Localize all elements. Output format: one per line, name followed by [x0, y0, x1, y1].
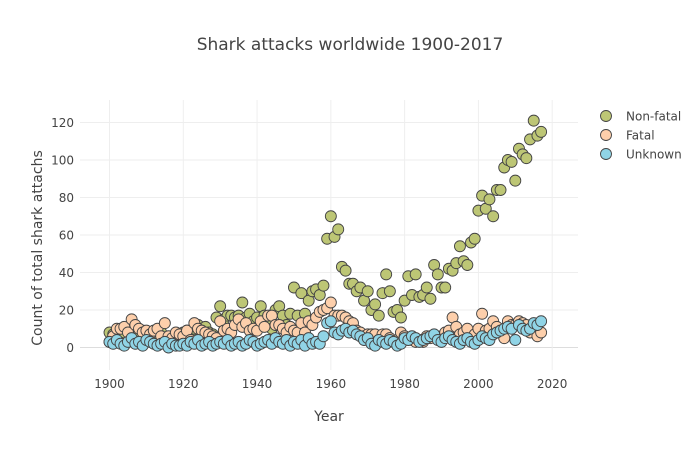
data-point-non-fatal[interactable]	[372, 309, 385, 322]
data-point-non-fatal[interactable]	[461, 259, 474, 271]
legend-label: Unknown	[626, 148, 682, 162]
legend-label: Fatal	[626, 129, 655, 143]
x-tick-label: 2020	[537, 377, 568, 391]
x-tick-label: 2000	[463, 377, 494, 391]
data-points	[103, 114, 548, 354]
legend-item-non-fatal[interactable]: Non-fatal	[600, 110, 682, 124]
x-tick-label: 1980	[389, 377, 420, 391]
data-point-fatal[interactable]	[258, 320, 271, 333]
y-axis-label: Count of total shark attachs	[30, 150, 46, 346]
data-point-non-fatal[interactable]	[468, 232, 481, 245]
data-point-non-fatal[interactable]	[339, 264, 352, 277]
legend-item-fatal[interactable]: Fatal	[600, 129, 655, 143]
legend[interactable]: Non-fatal Fatal Unknown	[600, 110, 682, 162]
x-axis-label: Year	[313, 409, 344, 425]
y-tick-label: 100	[51, 154, 74, 168]
data-point-non-fatal[interactable]	[505, 155, 518, 168]
x-tick-label: 1940	[242, 377, 273, 391]
y-tick-label: 80	[59, 191, 74, 205]
y-tick-labels: 0 20 40 60 80 100 120	[51, 116, 74, 355]
x-tick-label: 1920	[168, 377, 199, 391]
y-tick-label: 20	[59, 304, 74, 318]
x-tick-labels: 1900 1920 1940 1960 1980 2000 2020	[94, 377, 567, 391]
data-point-non-fatal[interactable]	[317, 279, 330, 292]
y-tick-label: 120	[51, 116, 74, 130]
data-point-non-fatal[interactable]	[527, 114, 540, 127]
legend-label: Non-fatal	[626, 110, 681, 124]
data-point-non-fatal[interactable]	[236, 296, 249, 309]
data-point-non-fatal[interactable]	[369, 298, 382, 311]
legend-marker	[600, 110, 612, 122]
x-tick-label: 1900	[94, 377, 125, 391]
legend-marker	[600, 129, 612, 141]
data-point-unknown[interactable]	[317, 330, 330, 343]
data-point-non-fatal[interactable]	[535, 125, 548, 138]
data-point-unknown[interactable]	[509, 334, 522, 346]
data-point-non-fatal[interactable]	[380, 268, 393, 281]
y-tick-label: 40	[59, 266, 74, 280]
data-point-non-fatal[interactable]	[409, 268, 422, 281]
chart-title: Shark attacks worldwide 1900-2017	[197, 35, 504, 55]
series-unknown	[103, 315, 548, 354]
data-point-non-fatal[interactable]	[439, 281, 452, 294]
legend-item-unknown[interactable]: Unknown	[600, 148, 682, 162]
data-point-non-fatal[interactable]	[494, 184, 507, 196]
data-point-non-fatal[interactable]	[394, 311, 407, 324]
y-tick-label: 0	[66, 341, 74, 355]
data-point-unknown[interactable]	[324, 315, 337, 328]
data-point-non-fatal[interactable]	[332, 223, 345, 236]
legend-marker	[600, 148, 612, 160]
x-tick-label: 1960	[316, 377, 347, 391]
y-tick-label: 60	[59, 229, 74, 243]
data-point-non-fatal[interactable]	[214, 300, 227, 313]
data-point-non-fatal[interactable]	[483, 193, 496, 206]
data-point-fatal[interactable]	[158, 317, 171, 330]
data-point-fatal[interactable]	[476, 307, 489, 320]
data-point-fatal[interactable]	[324, 296, 337, 309]
data-point-non-fatal[interactable]	[520, 152, 533, 165]
data-point-non-fatal[interactable]	[361, 285, 374, 298]
data-point-non-fatal[interactable]	[487, 210, 500, 223]
data-point-non-fatal[interactable]	[431, 268, 444, 281]
data-point-unknown[interactable]	[535, 315, 548, 328]
data-point-non-fatal[interactable]	[509, 174, 522, 187]
data-point-non-fatal[interactable]	[324, 210, 337, 223]
data-point-non-fatal[interactable]	[454, 240, 466, 253]
data-point-non-fatal[interactable]	[420, 281, 433, 294]
data-point-non-fatal[interactable]	[383, 285, 396, 298]
data-point-non-fatal[interactable]	[424, 292, 437, 305]
